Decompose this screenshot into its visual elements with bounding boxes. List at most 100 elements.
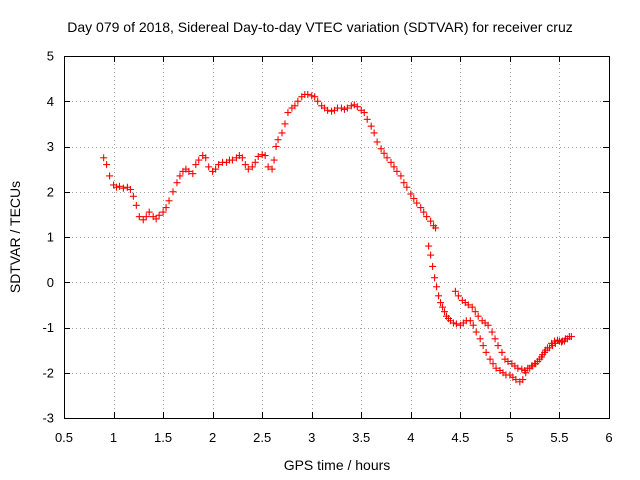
y-tick-label: 0 bbox=[47, 275, 54, 290]
data-point bbox=[469, 321, 477, 329]
data-point bbox=[100, 154, 108, 162]
data-point bbox=[258, 151, 266, 159]
data-point bbox=[407, 190, 415, 198]
data-point bbox=[383, 154, 391, 162]
y-tick-label: -3 bbox=[42, 411, 54, 426]
data-point bbox=[567, 333, 575, 341]
data-point bbox=[498, 348, 506, 356]
data-point bbox=[452, 320, 460, 328]
data-point bbox=[413, 199, 421, 207]
data-point bbox=[518, 365, 526, 373]
data-point bbox=[476, 335, 484, 343]
data-point bbox=[491, 335, 499, 343]
data-point bbox=[423, 213, 431, 221]
data-point bbox=[162, 204, 170, 212]
y-tick-label: 1 bbox=[47, 230, 54, 245]
data-point bbox=[557, 338, 565, 346]
data-point bbox=[420, 208, 428, 216]
data-point bbox=[270, 156, 278, 164]
x-tick-label: 1 bbox=[110, 430, 117, 445]
data-point bbox=[534, 357, 542, 365]
data-point bbox=[251, 158, 259, 166]
data-point bbox=[274, 136, 282, 144]
data-point bbox=[337, 104, 345, 112]
data-point bbox=[441, 308, 449, 316]
data-point bbox=[454, 292, 462, 300]
data-point bbox=[417, 204, 425, 212]
x-tick-label: 2 bbox=[209, 430, 216, 445]
data-points bbox=[100, 90, 575, 386]
data-point bbox=[410, 195, 418, 203]
data-point bbox=[486, 355, 494, 363]
data-point bbox=[176, 172, 184, 180]
data-point bbox=[482, 348, 490, 356]
data-point bbox=[155, 211, 163, 219]
data-point bbox=[202, 154, 210, 162]
x-tick-label: 3 bbox=[308, 430, 315, 445]
data-point bbox=[248, 163, 256, 171]
y-tick-label: 2 bbox=[47, 184, 54, 199]
data-point bbox=[468, 303, 476, 311]
data-point bbox=[129, 192, 137, 200]
x-tick-label: 6 bbox=[605, 430, 612, 445]
data-point bbox=[363, 115, 371, 123]
data-point bbox=[538, 353, 546, 361]
data-point bbox=[512, 376, 520, 384]
y-tick-labels: -3 -2 -1 0 1 2 3 4 5 bbox=[42, 49, 54, 426]
data-point bbox=[449, 319, 457, 327]
data-point bbox=[311, 93, 319, 101]
data-point bbox=[103, 161, 111, 169]
data-point bbox=[433, 283, 441, 291]
data-point bbox=[169, 188, 177, 196]
y-axis-label: SDTVAR / TECUs bbox=[7, 181, 23, 293]
data-point bbox=[484, 321, 492, 329]
data-point bbox=[106, 172, 114, 180]
data-point bbox=[159, 208, 167, 216]
data-point bbox=[429, 262, 437, 270]
data-point bbox=[519, 376, 527, 384]
data-point bbox=[254, 152, 262, 160]
data-point bbox=[145, 208, 153, 216]
x-tick-label: 2.5 bbox=[253, 430, 271, 445]
data-point bbox=[132, 201, 140, 209]
data-point bbox=[328, 107, 336, 115]
data-point bbox=[488, 328, 496, 336]
data-point bbox=[284, 109, 292, 117]
data-point bbox=[437, 299, 445, 307]
x-tick-label: 5.5 bbox=[550, 430, 568, 445]
data-point bbox=[367, 122, 375, 130]
data-point bbox=[195, 156, 203, 164]
data-point bbox=[435, 292, 443, 300]
data-point bbox=[314, 97, 322, 105]
data-point bbox=[360, 109, 368, 117]
data-point bbox=[304, 90, 312, 98]
data-point bbox=[494, 342, 502, 350]
data-point bbox=[142, 213, 150, 221]
data-point bbox=[152, 215, 160, 223]
data-point bbox=[261, 152, 269, 160]
data-point bbox=[113, 183, 121, 191]
y-tick-label: -2 bbox=[42, 365, 54, 380]
data-point bbox=[126, 185, 134, 193]
data-point bbox=[544, 344, 552, 352]
data-point bbox=[489, 360, 497, 368]
data-point bbox=[553, 336, 561, 344]
data-point bbox=[264, 163, 272, 171]
data-point bbox=[427, 251, 435, 259]
data-point bbox=[294, 97, 302, 105]
data-point bbox=[238, 154, 246, 162]
data-point bbox=[244, 165, 252, 173]
data-point bbox=[387, 158, 395, 166]
data-point bbox=[400, 179, 408, 187]
data-point bbox=[380, 149, 388, 157]
data-point bbox=[504, 357, 512, 365]
y-tick-label: 4 bbox=[47, 94, 54, 109]
x-axis-label: GPS time / hours bbox=[284, 457, 391, 473]
data-point bbox=[343, 104, 351, 112]
data-point bbox=[212, 165, 220, 173]
data-point bbox=[471, 308, 479, 316]
data-point bbox=[474, 312, 482, 320]
data-point bbox=[278, 129, 286, 137]
data-point bbox=[377, 145, 385, 153]
data-point bbox=[397, 172, 405, 180]
